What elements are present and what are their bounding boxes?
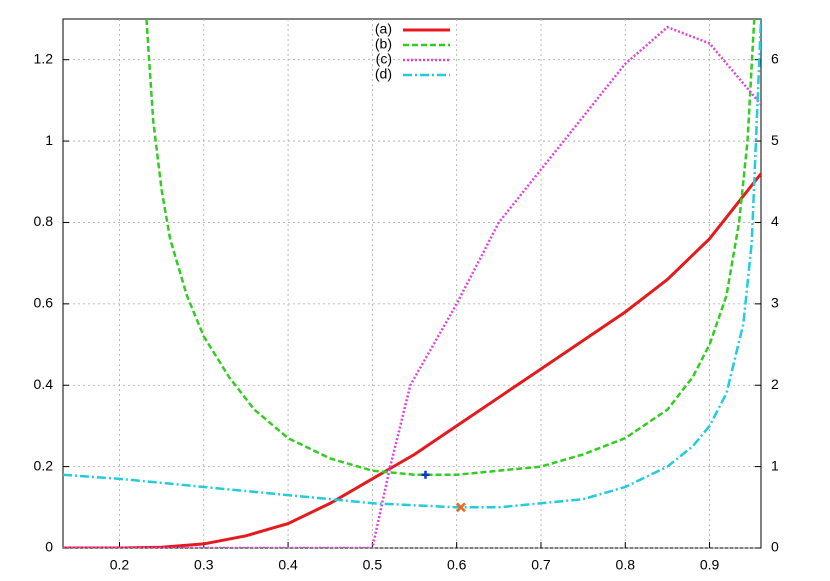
x-tick-label: 0.5 [363,557,383,573]
y-tick-label: 0.4 [34,376,54,392]
plot-area [63,19,761,548]
y-tick-label: 0 [45,539,53,555]
series-line [63,172,761,548]
y-tick-label: 1.2 [34,50,54,66]
y-tick-label: 0.6 [34,295,54,311]
series-line [63,19,761,509]
legend-label: (a) [375,21,392,37]
y2-tick-label: 2 [771,376,779,392]
y2-tick-label: 6 [771,50,779,66]
y-tick-label: 0.8 [34,213,54,229]
point-marker [421,470,430,479]
x-tick-label: 0.8 [616,557,636,573]
y2-tick-label: 5 [771,132,779,148]
series-line [145,19,756,476]
plot-frame [62,18,762,549]
y2-tick-label: 4 [771,213,779,229]
x-tick-label: 0.6 [447,557,467,573]
x-tick-label: 0.2 [110,557,130,573]
x-tick-label: 0.4 [278,557,298,573]
y2-tick-label: 1 [771,457,779,473]
y-tick-label: 0.2 [34,457,54,473]
y-tick-label: 1 [45,132,53,148]
x-tick-label: 0.3 [194,557,214,573]
legend-label: (b) [375,36,392,52]
legend-label: (d) [375,66,392,82]
series-line [63,25,761,548]
legend-label: (c) [376,51,392,67]
x-tick-label: 0.9 [700,557,720,573]
y2-tick-label: 0 [771,539,779,555]
x-tick-label: 0.7 [531,557,551,573]
y2-tick-label: 3 [771,295,779,311]
point-marker [456,502,466,513]
